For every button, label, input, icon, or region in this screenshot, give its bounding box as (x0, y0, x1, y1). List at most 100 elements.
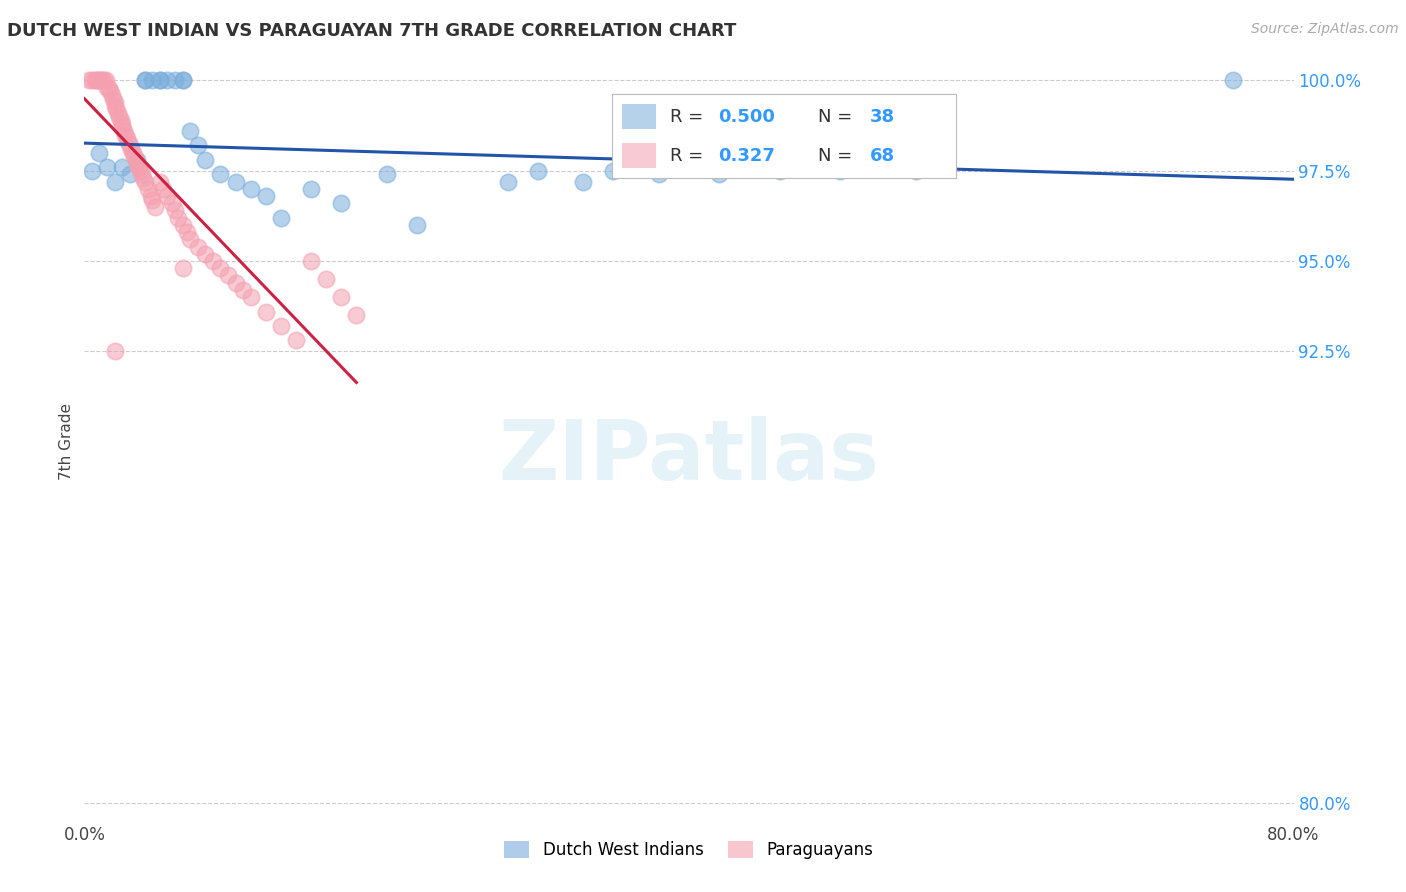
Point (127, 153, 149, 167)
Point (270, 211, 292, 225)
Point (112, 124, 135, 138)
Point (209, 261, 232, 276)
Point (90, 73, 112, 87)
Point (156, 189, 179, 203)
Point (160, 196, 183, 211)
Point (134, 73, 156, 87)
Point (104, 344, 127, 359)
Point (141, 193, 163, 207)
Point (149, 73, 172, 87)
Point (86, 73, 108, 87)
Text: N =: N = (818, 146, 858, 164)
Text: R =: R = (671, 146, 714, 164)
Point (139, 189, 162, 203)
Point (225, 276, 247, 290)
Point (187, 239, 209, 253)
Point (91, 73, 114, 87)
Point (709, 167, 731, 181)
Point (118, 167, 141, 181)
Text: 0.327: 0.327 (718, 146, 775, 164)
Bar (621, 143, 657, 169)
Point (101, 91, 124, 105)
Text: ZIPatlas: ZIPatlas (499, 417, 879, 497)
Text: R =: R = (671, 108, 709, 126)
Point (108, 110, 131, 124)
Point (134, 175, 156, 189)
Point (96, 80, 118, 95)
Text: 38: 38 (870, 108, 896, 126)
Point (80, 73, 103, 87)
Point (209, 167, 232, 181)
Point (572, 175, 595, 189)
Point (120, 142, 142, 156)
Point (149, 175, 172, 189)
Point (270, 318, 292, 333)
Point (152, 182, 174, 196)
Point (97, 80, 120, 95)
Point (330, 290, 353, 304)
Point (239, 182, 262, 196)
Point (375, 167, 398, 181)
Point (145, 200, 167, 214)
Point (299, 254, 322, 268)
Point (285, 334, 308, 348)
Point (149, 73, 172, 87)
Point (136, 182, 159, 196)
Text: DUTCH WEST INDIAN VS PARAGUAYAN 7TH GRADE CORRELATION CHART: DUTCH WEST INDIAN VS PARAGUAYAN 7TH GRAD… (7, 22, 737, 40)
Point (114, 128, 136, 142)
Legend: Dutch West Indians, Paraguayans: Dutch West Indians, Paraguayans (498, 834, 880, 865)
Point (527, 163, 550, 178)
Point (117, 135, 139, 149)
Point (176, 225, 198, 239)
Point (179, 232, 201, 246)
Point (94, 73, 117, 87)
Text: N =: N = (818, 108, 858, 126)
Point (129, 163, 152, 178)
Text: 0.500: 0.500 (718, 108, 775, 126)
Point (165, 73, 187, 87)
Point (172, 73, 194, 87)
Point (98, 84, 121, 98)
Point (904, 163, 927, 178)
Point (172, 218, 194, 232)
Point (96, 160, 118, 174)
Point (769, 163, 792, 178)
Point (187, 138, 209, 153)
Point (84, 73, 107, 87)
Point (232, 283, 254, 297)
Point (1222, 73, 1244, 87)
Y-axis label: 7th Grade: 7th Grade (59, 403, 75, 480)
Point (346, 308, 368, 322)
Point (107, 106, 129, 120)
Point (131, 167, 153, 181)
Point (100, 87, 122, 102)
Point (128, 160, 150, 174)
Point (111, 120, 134, 135)
Point (172, 261, 194, 276)
Point (89, 73, 111, 87)
Point (172, 73, 194, 87)
Point (121, 145, 143, 160)
Point (406, 218, 429, 232)
Point (330, 196, 353, 211)
Point (111, 160, 134, 174)
Bar (621, 103, 657, 129)
Point (254, 304, 277, 318)
Point (141, 73, 163, 87)
Point (167, 211, 190, 225)
Point (122, 149, 145, 163)
Point (110, 113, 132, 128)
Point (127, 156, 149, 170)
Point (87, 73, 110, 87)
Point (125, 153, 148, 167)
Point (77, 73, 100, 87)
Point (156, 73, 179, 87)
Point (830, 163, 852, 178)
Point (111, 117, 134, 131)
Point (132, 171, 155, 186)
Point (194, 153, 217, 167)
Point (89, 145, 111, 160)
Point (104, 99, 127, 113)
Point (134, 73, 156, 87)
Point (496, 175, 519, 189)
